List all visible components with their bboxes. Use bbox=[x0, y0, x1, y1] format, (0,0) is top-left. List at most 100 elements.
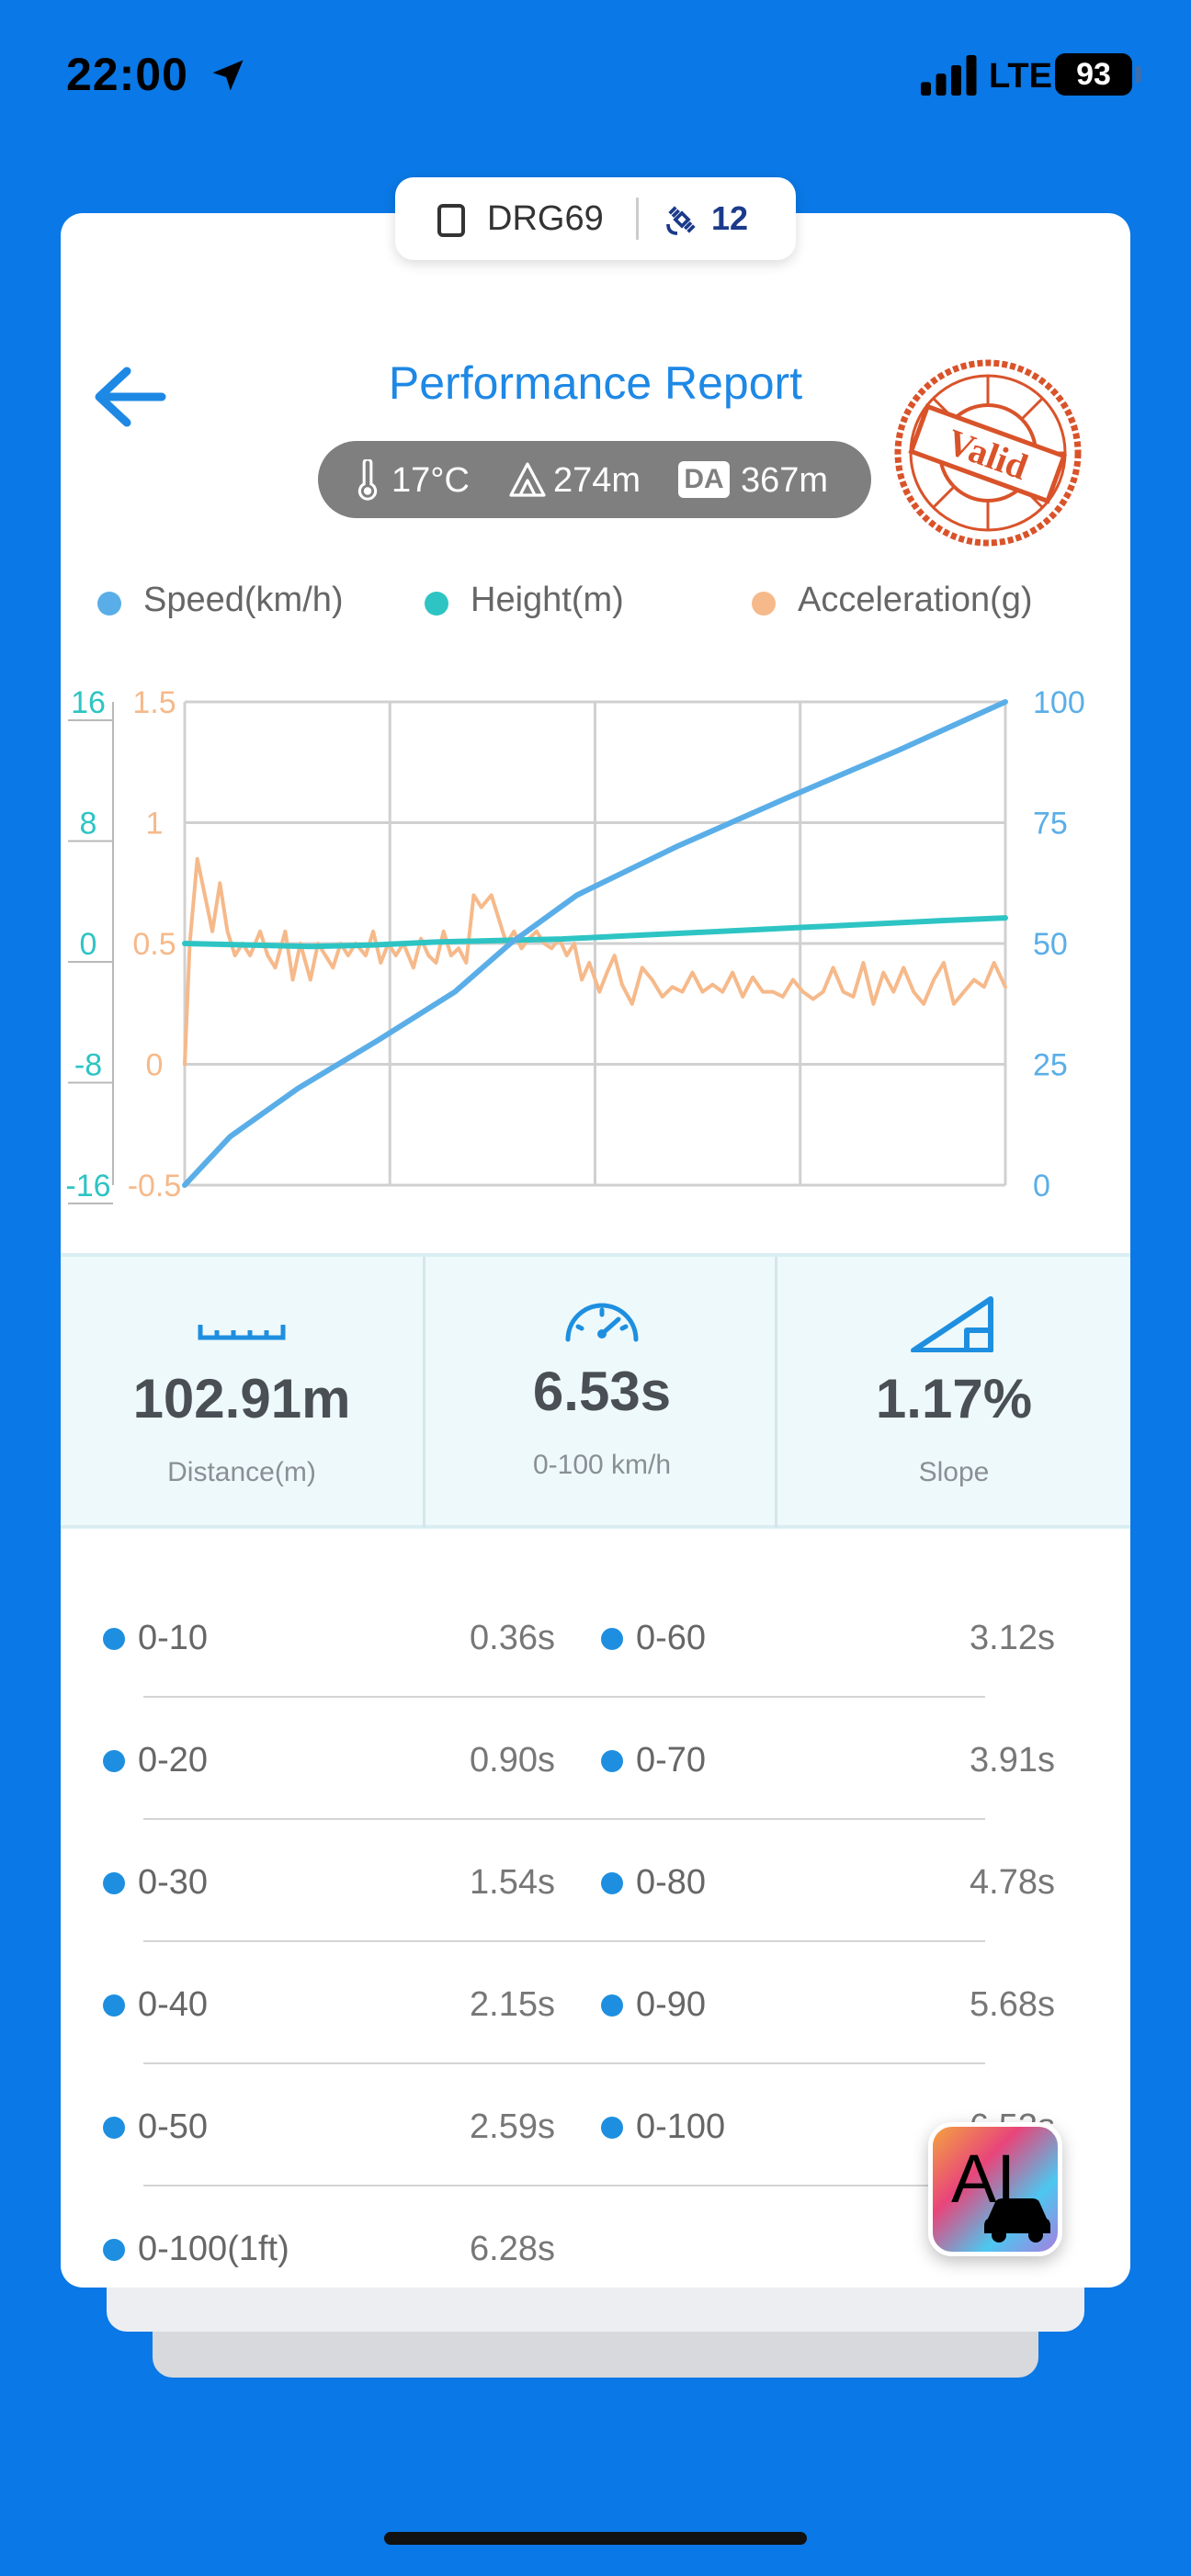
metric-divider bbox=[775, 1257, 777, 1529]
speed-tick-label: 100 bbox=[1033, 685, 1085, 720]
split-label: 0-100(1ft) bbox=[138, 2230, 289, 2268]
legend-label-speed: Speed(km/h) bbox=[143, 581, 344, 619]
split-dot bbox=[103, 2239, 125, 2261]
zero-to-hundred-label: 0-100 km/h bbox=[532, 1450, 672, 1480]
network-type: LTE bbox=[989, 57, 1052, 96]
split-dot bbox=[601, 2117, 623, 2139]
height-tick-label: 0 bbox=[80, 927, 97, 962]
split-row: 0-80 4.78s bbox=[596, 1859, 1055, 1915]
speed-tick-label: 75 bbox=[1033, 807, 1068, 842]
split-label: 0-50 bbox=[138, 2107, 209, 2146]
split-dot bbox=[103, 1628, 125, 1650]
location-arrow-icon bbox=[212, 60, 244, 91]
device-pill[interactable]: DRG69 12 bbox=[395, 177, 796, 260]
ai-assistant-button[interactable]: AI bbox=[928, 2122, 1062, 2256]
speed-tick-label: 0 bbox=[1033, 1169, 1050, 1203]
legend-dot-speed bbox=[97, 592, 121, 616]
mountain-icon bbox=[509, 462, 546, 497]
device-name: DRG69 bbox=[487, 199, 604, 238]
status-time: 22:00 bbox=[66, 49, 188, 100]
height-tick-label: -8 bbox=[74, 1048, 102, 1083]
altitude-value: 274m bbox=[553, 461, 641, 500]
split-dot bbox=[103, 1750, 125, 1772]
legend-dot-height bbox=[425, 592, 448, 616]
acceleration-tick-label: 1 bbox=[146, 807, 164, 842]
zero-to-hundred-value: 6.53s bbox=[532, 1361, 672, 1422]
split-time: 2.59s bbox=[470, 2107, 555, 2146]
split-time: 3.91s bbox=[970, 1741, 1055, 1779]
split-label: 0-90 bbox=[636, 1985, 707, 2024]
speed-series-line bbox=[182, 699, 1008, 1188]
phone-icon bbox=[437, 204, 465, 237]
acceleration-tick-label: 0 bbox=[146, 1048, 164, 1083]
speed-tick-label: 50 bbox=[1033, 927, 1068, 962]
split-dot bbox=[103, 1994, 125, 2017]
split-time: 3.12s bbox=[970, 1619, 1055, 1657]
thermometer-icon bbox=[357, 459, 378, 501]
split-row: 0-20 0.90s bbox=[96, 1737, 555, 1792]
split-label: 0-10 bbox=[138, 1619, 209, 1657]
back-arrow-icon[interactable] bbox=[88, 360, 171, 434]
height-tick-label: 16 bbox=[71, 685, 106, 720]
split-dot bbox=[601, 1750, 623, 1772]
split-dot bbox=[601, 1994, 623, 2017]
legend-dot-acceleration bbox=[752, 592, 776, 616]
split-time: 4.78s bbox=[970, 1863, 1055, 1902]
split-divider bbox=[143, 1818, 985, 1820]
split-time: 2.15s bbox=[470, 1985, 555, 2024]
split-divider bbox=[143, 2062, 985, 2064]
acceleration-series-line bbox=[183, 856, 1007, 1067]
split-time: 0.90s bbox=[470, 1741, 555, 1779]
split-divider bbox=[143, 1696, 985, 1698]
da-badge-label: DA bbox=[684, 464, 724, 494]
da-badge: DA bbox=[678, 461, 730, 498]
conditions-pill: 17°C 274m DA 367m bbox=[318, 441, 871, 518]
split-divider bbox=[143, 1940, 985, 1942]
split-row: 0-40 2.15s bbox=[96, 1982, 555, 2037]
split-label: 0-100 bbox=[636, 2107, 726, 2146]
split-time: 6.28s bbox=[470, 2230, 555, 2268]
split-dot bbox=[103, 2117, 125, 2139]
page-title: Performance Report bbox=[388, 357, 803, 409]
split-row: 0-30 1.54s bbox=[96, 1859, 555, 1915]
split-row: 0-100(1ft) 6.28s bbox=[96, 2226, 555, 2281]
split-label: 0-70 bbox=[636, 1741, 707, 1779]
satellite-icon bbox=[666, 206, 696, 235]
split-label: 0-40 bbox=[138, 1985, 209, 2024]
acceleration-tick-label: 0.5 bbox=[132, 927, 176, 962]
split-row: 0-60 3.12s bbox=[596, 1615, 1055, 1670]
split-row: 0-50 2.59s bbox=[96, 2104, 555, 2159]
home-indicator[interactable] bbox=[384, 2532, 807, 2545]
acceleration-tick-label: -0.5 bbox=[128, 1169, 182, 1203]
car-icon bbox=[984, 2198, 1050, 2243]
performance-chart: 16 8 0 -8 -16 1.5 1 0.5 0 -0.5 100 75 50 25 0 bbox=[65, 685, 1085, 1204]
battery-level: 93 bbox=[1076, 57, 1111, 92]
metric-divider bbox=[423, 1257, 425, 1529]
metric-slope: 1.17% Slope bbox=[777, 1257, 1130, 1532]
metrics-panel: 102.91m Distance(m) 6.53s 0-100 km/h 1.1… bbox=[61, 1253, 1130, 1529]
split-row: 0-90 5.68s bbox=[596, 1982, 1055, 2037]
split-dot bbox=[601, 1628, 623, 1650]
metric-zero-to-hundred: 6.53s 0-100 km/h bbox=[425, 1257, 778, 1532]
status-bar: 22:00 LTE 93 bbox=[0, 0, 1191, 147]
speedometer-icon bbox=[565, 1303, 639, 1342]
battery-icon: 93 bbox=[1055, 53, 1132, 96]
device-divider bbox=[636, 198, 639, 240]
split-time: 0.36s bbox=[470, 1619, 555, 1657]
split-label: 0-20 bbox=[138, 1741, 209, 1779]
distance-label: Distance(m) bbox=[167, 1457, 316, 1487]
split-dot bbox=[103, 1872, 125, 1894]
satellite-count: 12 bbox=[711, 199, 749, 237]
slope-label: Slope bbox=[918, 1457, 990, 1487]
split-time: 5.68s bbox=[970, 1985, 1055, 2024]
split-label: 0-30 bbox=[138, 1863, 209, 1902]
temperature-value: 17°C bbox=[391, 461, 470, 500]
split-row: 0-70 3.91s bbox=[596, 1737, 1055, 1792]
split-time: 1.54s bbox=[470, 1863, 555, 1902]
ruler-icon bbox=[198, 1325, 286, 1340]
battery-tip bbox=[1136, 66, 1141, 83]
split-dot bbox=[601, 1872, 623, 1894]
height-tick-label: -16 bbox=[65, 1169, 110, 1203]
height-tick-label: 8 bbox=[80, 807, 97, 842]
split-label: 0-80 bbox=[636, 1863, 707, 1902]
